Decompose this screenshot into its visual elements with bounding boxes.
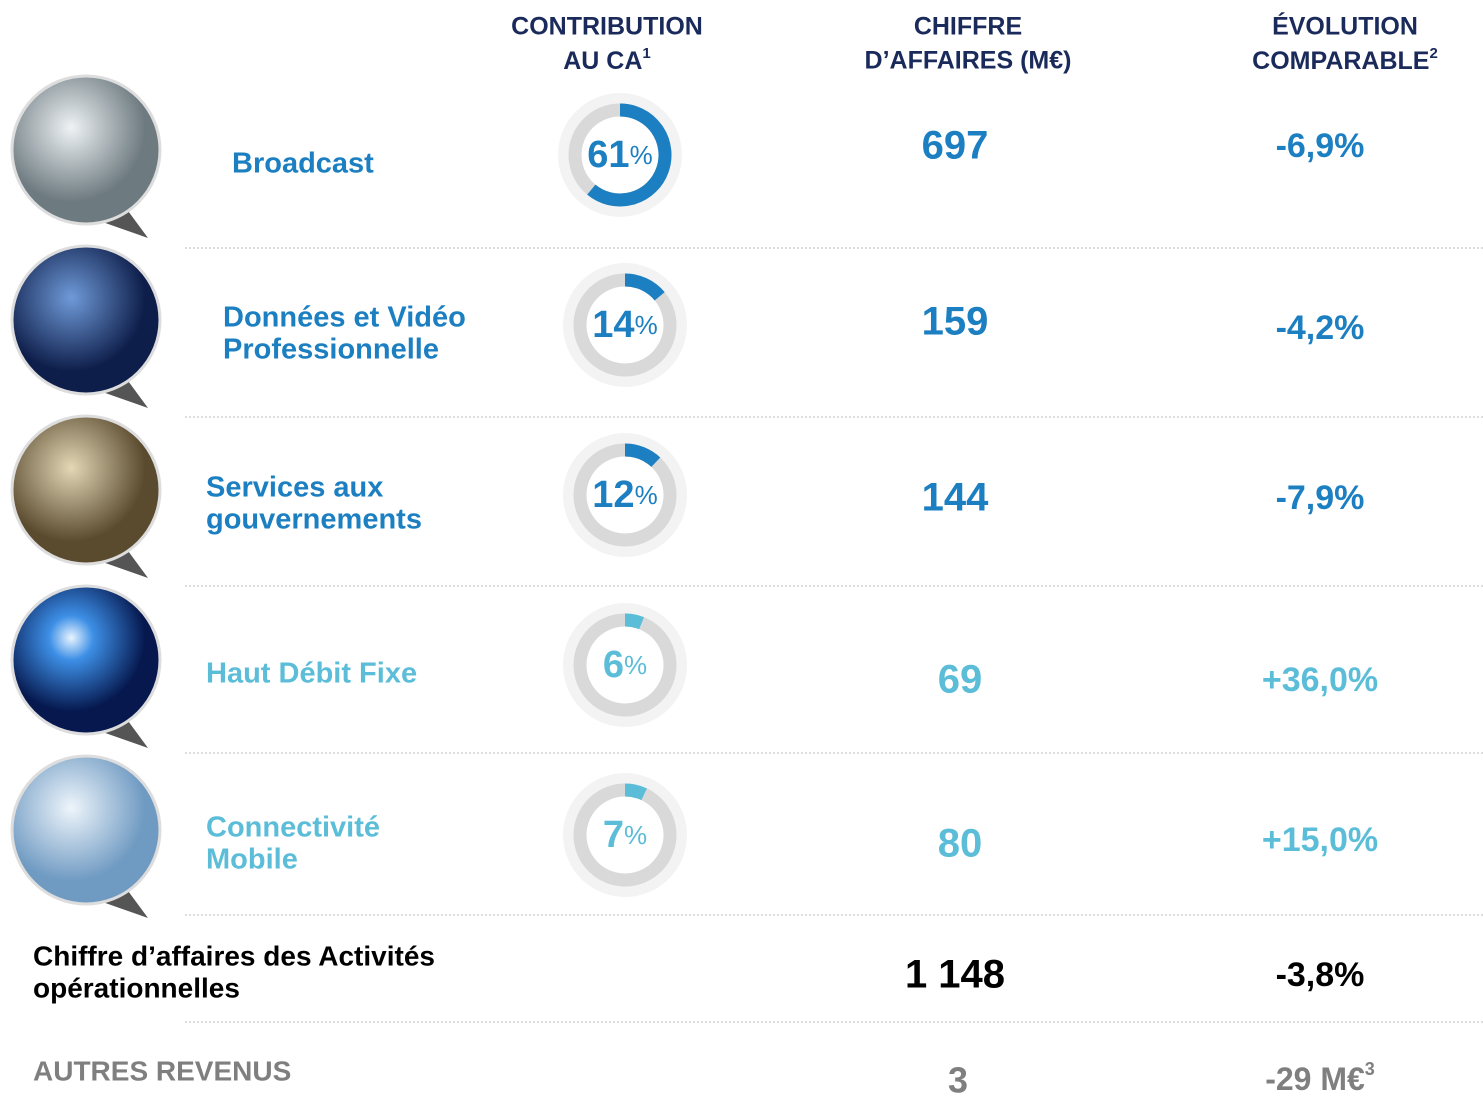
- revenue: 69: [938, 658, 983, 702]
- contribution-unit: %: [624, 650, 647, 680]
- revenue: 144: [922, 476, 989, 520]
- contribution: 6%: [603, 644, 647, 686]
- row-label: Données et Vidéo: [223, 302, 466, 334]
- row-label: gouvernements: [206, 504, 422, 536]
- contribution-unit: %: [630, 140, 653, 170]
- contribution: 61%: [587, 134, 652, 176]
- row-label: Haut Débit Fixe: [206, 658, 417, 690]
- footnote-ref: 3: [1365, 1059, 1375, 1079]
- donut-arc: [624, 273, 665, 301]
- evolution: -7,9%: [1276, 479, 1365, 517]
- total-evolution: -3,8%: [1276, 956, 1365, 994]
- revenue: 80: [938, 822, 983, 866]
- photo: [10, 584, 162, 736]
- contribution-value: 61: [587, 134, 629, 176]
- footnote-ref: 1: [642, 45, 650, 62]
- header: ÉVOLUTION: [1272, 12, 1418, 41]
- revenue: 159: [922, 300, 989, 344]
- donut-arc: [624, 443, 661, 468]
- row-label: Services aux: [206, 472, 383, 504]
- contribution: 12%: [592, 474, 657, 516]
- row-label: Mobile: [206, 844, 298, 876]
- evolution: +15,0%: [1262, 821, 1378, 859]
- donut-arc: [587, 103, 672, 207]
- header: D’AFFAIRES (M€): [865, 47, 1072, 75]
- donut-arc: [624, 783, 647, 801]
- photo: [10, 244, 162, 396]
- header-line: COMPARABLE: [1252, 47, 1429, 75]
- header: CHIFFRE: [914, 13, 1022, 41]
- photo: [10, 754, 162, 906]
- contribution-value: 14: [592, 304, 634, 346]
- evolution: -4,2%: [1276, 309, 1365, 347]
- header: AU CA1: [563, 45, 651, 75]
- contribution-unit: %: [635, 480, 658, 510]
- total-label: Chiffre d’affaires des Activités: [33, 940, 435, 971]
- row-label: Connectivité: [206, 812, 380, 844]
- contribution-value: 7: [603, 814, 624, 856]
- other-evolution: -29 M€3: [1265, 1059, 1375, 1098]
- header-line: AU CA: [563, 47, 642, 75]
- footnote-ref: 2: [1429, 45, 1437, 62]
- evolution: -6,9%: [1276, 127, 1365, 165]
- other-label: AUTRES REVENUS: [33, 1055, 291, 1086]
- contribution: 14%: [592, 304, 657, 346]
- header: COMPARABLE2: [1252, 45, 1438, 75]
- photo: [10, 414, 162, 566]
- row-label: Broadcast: [232, 148, 374, 180]
- donut-arc: [624, 613, 644, 630]
- other-revenue: 3: [948, 1060, 968, 1101]
- total-label: opérationnelles: [33, 972, 240, 1003]
- photo: [10, 74, 162, 226]
- evolution: +36,0%: [1262, 661, 1378, 699]
- value: -29 M€: [1265, 1061, 1365, 1097]
- row-label: Professionnelle: [223, 334, 439, 366]
- contribution-unit: %: [635, 310, 658, 340]
- header: CONTRIBUTION: [511, 13, 703, 41]
- contribution-value: 6: [603, 644, 624, 686]
- contribution-value: 12: [592, 474, 634, 516]
- total-revenue: 1 148: [905, 953, 1005, 997]
- contribution-unit: %: [624, 820, 647, 850]
- revenue: 697: [922, 124, 989, 168]
- contribution: 7%: [603, 814, 647, 856]
